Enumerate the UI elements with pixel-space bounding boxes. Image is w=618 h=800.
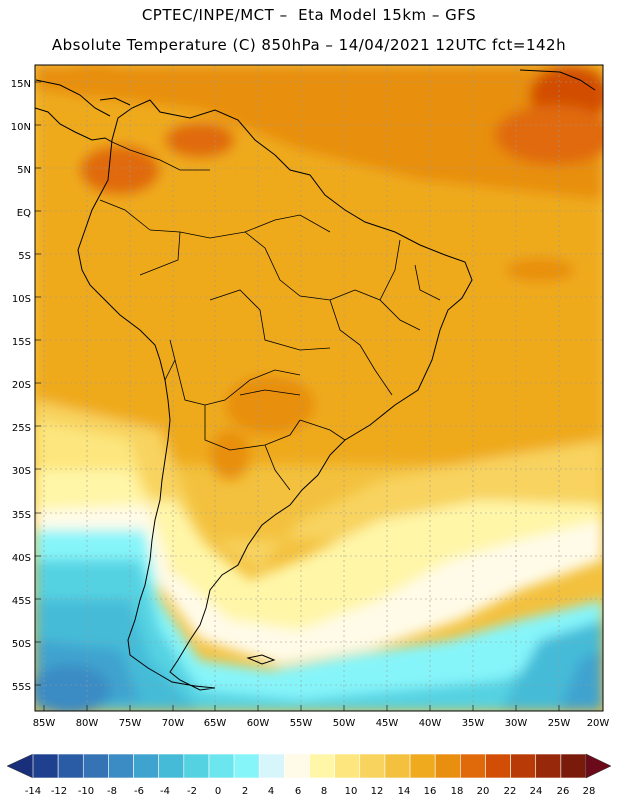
colorbar-label: -4 [160,786,170,797]
colorbar-label: 14 [398,786,411,797]
lat-label: 10N [11,122,31,133]
lon-label: 30W [505,718,528,729]
caribbean-coast [99,97,131,106]
colorbar-label: 22 [504,786,517,797]
temperature-field [35,65,603,711]
colorbar-cell [384,753,411,779]
colorbar-label: 4 [268,786,274,797]
lat-label: 15N [11,79,31,90]
colorbar-label: 16 [424,786,437,797]
colorbar-label: 6 [295,786,301,797]
longitude-labels: 85W 80W 75W 70W 65W 60W 55W 50W 45W 40W … [33,718,610,729]
colorbar-label: 24 [530,786,543,797]
lat-label: 25S [12,423,31,434]
colorbar-cell [258,753,285,779]
colorbar-cell [82,753,109,779]
colorbar-label: 20 [477,786,490,797]
colorbar-label: 0 [215,786,221,797]
coastlines [35,69,596,691]
colorbar-cell [208,753,235,779]
south-america-coastline [77,99,473,691]
colorbar-label: -6 [134,786,144,797]
colorbar-cell [284,753,310,779]
lon-label: 60W [247,718,270,729]
colorbar-cell [183,753,210,779]
colorbar-cell [334,753,361,779]
colorbar-label: 28 [583,786,596,797]
lat-label: 35S [12,510,31,521]
central-america-coastline [35,107,113,143]
lon-label: 80W [76,718,99,729]
colorbar-label: -12 [51,786,67,797]
colorbar-cell [535,753,562,779]
colorbar-cell [32,753,59,779]
colorbar-label: -2 [187,786,197,797]
lat-label: 45S [12,596,31,607]
lon-label: 20W [587,718,610,729]
colorbar-label: -10 [78,786,94,797]
falkland-islands [246,654,276,665]
lat-label: 10S [12,294,31,305]
lon-label: 55W [290,718,313,729]
colorbar: -14 -12 -10 -8 -6 -4 -2 0 2 4 6 8 10 12 … [6,753,612,797]
colorbar-cell [133,753,159,779]
latitude-labels: 15N 10N 5N EQ 5S 10S 15S 20S 25S 30S 35S… [11,79,31,693]
lon-label: 50W [333,718,356,729]
map-title-line1: CPTEC/INPE/MCT – Eta Model 15km – GFS [141,6,477,24]
lon-label: 35W [462,718,485,729]
colorbar-label: 18 [451,786,464,797]
graticule [35,65,603,711]
map-frame [34,64,604,712]
lon-label: 40W [419,718,442,729]
colorbar-label: 26 [557,786,570,797]
colorbar-label: 10 [345,786,358,797]
lat-label: 30S [12,466,31,477]
cuba-hispaniola [519,69,596,91]
colorbar-cell [434,753,461,779]
lat-label: 5S [18,251,31,262]
lon-label: 25W [548,718,571,729]
colorbar-min-arrow [6,753,34,779]
lon-label: 45W [376,718,399,729]
colorbar-label: -8 [107,786,117,797]
lon-label: 70W [162,718,185,729]
colorbar-max-arrow [585,753,612,779]
colorbar-cell [560,753,587,779]
colorbar-cell [309,753,335,779]
colorbar-label: -14 [25,786,41,797]
lat-label: EQ [17,208,31,219]
colorbar-cell [158,753,185,779]
colorbar-cell [57,753,84,779]
colorbar-cell [510,753,537,779]
colorbar-label: 2 [242,786,248,797]
lon-label: 65W [204,718,227,729]
colorbar-cell [460,753,486,779]
map-title-line2: Absolute Temperature (C) 850hPa – 14/04/… [51,36,567,54]
colorbar-label: 12 [371,786,384,797]
colorbar-cell [409,753,436,779]
lat-label: 50S [12,639,31,650]
lat-label: 55S [12,682,31,693]
lon-label: 85W [33,718,56,729]
colorbar-cell [485,753,511,779]
colorbar-cell [233,753,260,779]
lat-label: 15S [12,337,31,348]
colorbar-label: 8 [321,786,327,797]
lat-label: 40S [12,553,31,564]
lon-label: 75W [119,718,142,729]
colorbar-cell [108,753,134,779]
lat-label: 20S [12,380,31,391]
colorbar-cell [359,753,386,779]
lat-label: 5N [17,165,31,176]
